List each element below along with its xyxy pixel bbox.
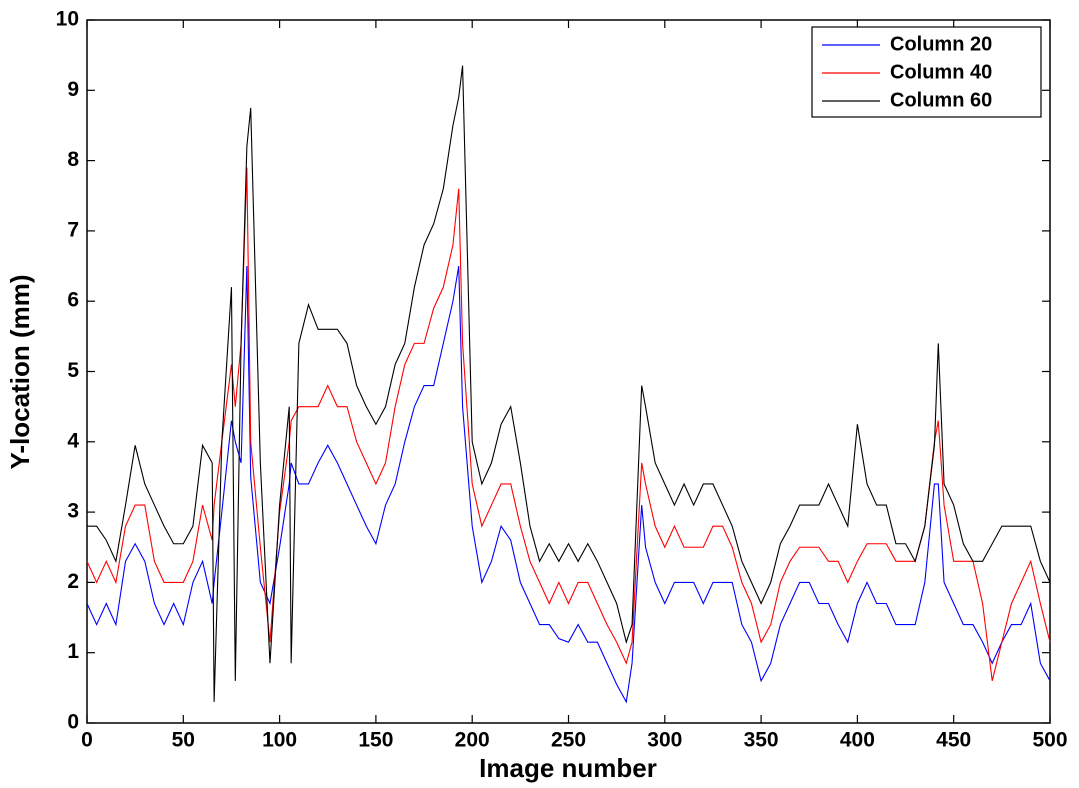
x-tick-label: 500: [1032, 729, 1067, 752]
y-tick-label: 7: [67, 218, 79, 241]
x-tick-label: 200: [455, 729, 490, 752]
x-tick-label: 350: [744, 729, 779, 752]
x-tick-label: 50: [172, 729, 195, 752]
y-tick-label: 10: [56, 8, 79, 31]
legend-label: Column 40: [890, 61, 992, 83]
y-tick-label: 6: [67, 289, 79, 312]
legend-label: Column 60: [890, 89, 992, 111]
x-tick-label: 250: [551, 729, 586, 752]
x-axis-label: Image number: [479, 753, 657, 783]
x-tick-label: 0: [81, 729, 93, 752]
y-tick-label: 2: [67, 570, 79, 593]
x-tick-label: 450: [936, 729, 971, 752]
series-line: [87, 65, 1051, 702]
y-tick-label: 5: [67, 359, 79, 382]
plot-frame: [86, 19, 1051, 724]
y-tick-label: 3: [67, 500, 79, 523]
y-tick-label: 0: [67, 711, 79, 734]
series-line: [86, 167, 1051, 681]
legend-label: Column 20: [890, 33, 992, 55]
y-tick-label: 8: [67, 148, 79, 171]
legend: Column 20 Column 40 Column 60: [811, 26, 1042, 118]
y-tick-label: 9: [67, 78, 79, 101]
legend-frame: [811, 26, 1042, 118]
y-axis-label: Y-location (mm): [5, 274, 35, 469]
series-line: [86, 265, 1051, 704]
y-tick-label: 4: [67, 429, 79, 452]
x-tick-label: 150: [358, 729, 393, 752]
y-tick-label: 1: [67, 640, 79, 663]
x-tick-label: 300: [647, 729, 682, 752]
x-tick-label: 400: [840, 729, 875, 752]
x-tick-label: 100: [262, 729, 297, 752]
